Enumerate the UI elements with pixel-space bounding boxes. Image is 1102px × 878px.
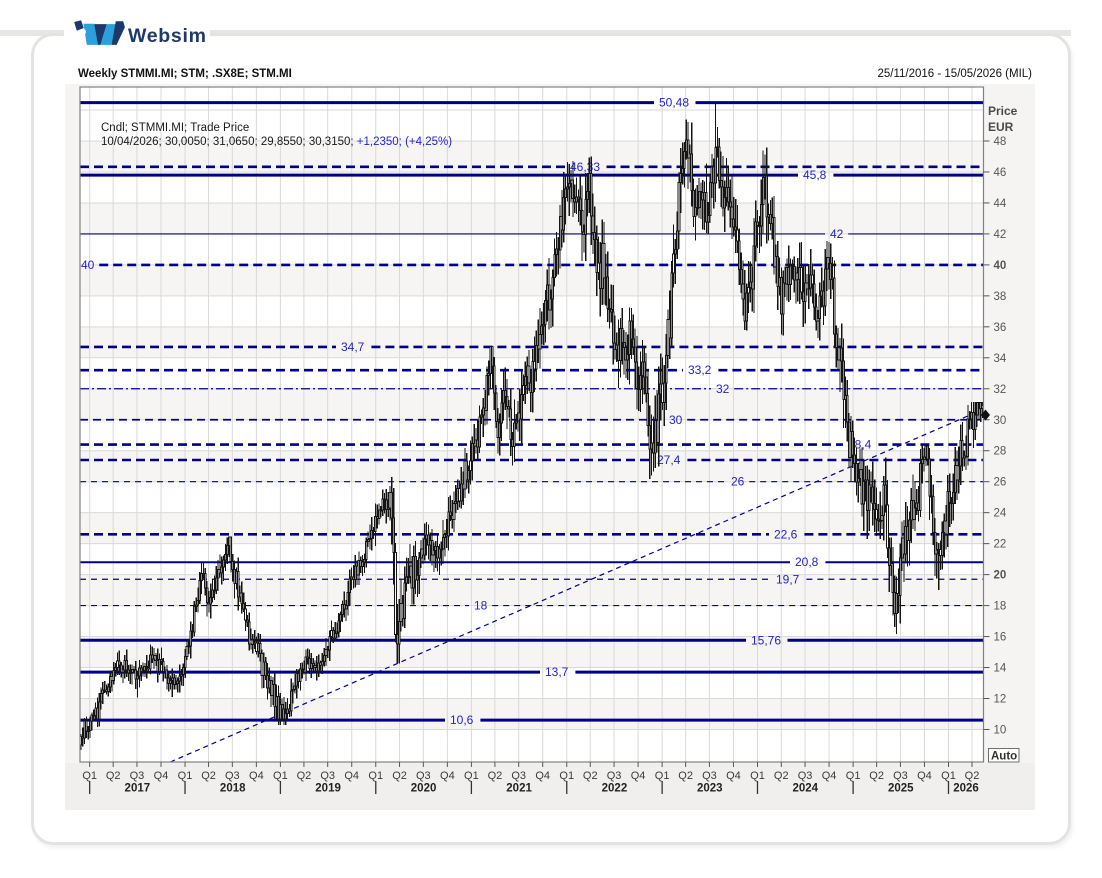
svg-text:28: 28: [994, 446, 1007, 458]
svg-text:Q3: Q3: [130, 770, 145, 782]
svg-text:2018: 2018: [220, 783, 246, 795]
svg-text:Cndl; STMMI.MI; Trade Price: Cndl; STMMI.MI; Trade Price: [101, 122, 249, 134]
svg-text:2024: 2024: [793, 783, 819, 795]
svg-text:26: 26: [994, 477, 1007, 489]
svg-text:42: 42: [994, 229, 1007, 241]
svg-text:Q2: Q2: [583, 770, 598, 782]
svg-text:Q3: Q3: [702, 770, 717, 782]
svg-text:Q3: Q3: [607, 770, 622, 782]
svg-text:40: 40: [81, 258, 95, 272]
svg-text:2023: 2023: [697, 783, 723, 795]
svg-text:Q1: Q1: [273, 770, 288, 782]
svg-text:20,8: 20,8: [795, 555, 819, 569]
svg-text:Auto: Auto: [991, 751, 1017, 763]
svg-text:Q3: Q3: [798, 770, 813, 782]
svg-text:18: 18: [994, 601, 1007, 613]
svg-text:Q3: Q3: [893, 770, 908, 782]
svg-text:Q2: Q2: [774, 770, 789, 782]
svg-text:10/04/2026; 30,0050; 31,0650;: 10/04/2026; 30,0050; 31,0650; 29,8550; 3…: [101, 136, 452, 148]
svg-text:Q2: Q2: [678, 770, 693, 782]
svg-text:Price: Price: [988, 104, 1018, 118]
svg-text:Q4: Q4: [440, 770, 455, 782]
svg-text:2020: 2020: [411, 783, 437, 795]
svg-text:Q4: Q4: [726, 770, 741, 782]
svg-text:Q4: Q4: [344, 770, 359, 782]
svg-text:Q1: Q1: [178, 770, 193, 782]
svg-text:15,76: 15,76: [751, 633, 781, 647]
svg-text:Q1: Q1: [559, 770, 574, 782]
svg-text:30: 30: [994, 415, 1007, 427]
svg-text:34,7: 34,7: [341, 340, 365, 354]
svg-text:10,6: 10,6: [450, 713, 474, 727]
svg-text:44: 44: [994, 198, 1007, 210]
svg-text:36: 36: [994, 322, 1007, 334]
svg-text:Q3: Q3: [225, 770, 240, 782]
svg-text:2022: 2022: [602, 783, 628, 795]
svg-text:32: 32: [994, 384, 1007, 396]
svg-text:22: 22: [994, 539, 1007, 551]
svg-text:Q2: Q2: [392, 770, 407, 782]
svg-text:14: 14: [994, 663, 1007, 675]
svg-text:12: 12: [994, 694, 1007, 706]
svg-text:Q1: Q1: [846, 770, 861, 782]
svg-text:Q2: Q2: [106, 770, 121, 782]
svg-text:Q4: Q4: [822, 770, 837, 782]
svg-text:Q3: Q3: [320, 770, 335, 782]
svg-text:24: 24: [994, 508, 1007, 520]
svg-text:30: 30: [669, 413, 683, 427]
svg-text:Q1: Q1: [941, 770, 956, 782]
svg-text:Q4: Q4: [631, 770, 646, 782]
svg-text:46,33: 46,33: [570, 160, 600, 174]
svg-text:27,4: 27,4: [657, 453, 681, 467]
svg-text:26: 26: [731, 475, 745, 489]
svg-text:Q1: Q1: [368, 770, 383, 782]
svg-text:33,2: 33,2: [688, 363, 712, 377]
svg-text:Q1: Q1: [82, 770, 97, 782]
svg-text:34: 34: [994, 353, 1007, 365]
svg-text:Q4: Q4: [917, 770, 932, 782]
svg-text:Q2: Q2: [297, 770, 312, 782]
svg-text:Q1: Q1: [655, 770, 670, 782]
svg-text:22,6: 22,6: [774, 527, 798, 541]
svg-text:EUR: EUR: [988, 120, 1014, 134]
svg-text:20: 20: [994, 570, 1007, 582]
svg-text:18: 18: [474, 599, 488, 613]
svg-text:Q2: Q2: [869, 770, 884, 782]
svg-text:40: 40: [994, 260, 1007, 272]
svg-text:Q4: Q4: [249, 770, 264, 782]
svg-text:Q1: Q1: [750, 770, 765, 782]
svg-text:46: 46: [994, 167, 1007, 179]
svg-text:Q3: Q3: [511, 770, 526, 782]
svg-text:50,48: 50,48: [659, 96, 689, 110]
svg-text:38: 38: [994, 291, 1007, 303]
svg-text:13,7: 13,7: [545, 665, 569, 679]
svg-text:32: 32: [716, 382, 730, 396]
svg-text:10: 10: [994, 724, 1007, 736]
svg-text:Q3: Q3: [416, 770, 431, 782]
svg-text:45,8: 45,8: [803, 168, 827, 182]
svg-text:2021: 2021: [506, 783, 532, 795]
svg-text:19,7: 19,7: [776, 572, 800, 586]
svg-text:2026: 2026: [953, 783, 979, 795]
svg-text:2025: 2025: [888, 783, 914, 795]
svg-text:2017: 2017: [125, 783, 151, 795]
svg-text:Q4: Q4: [535, 770, 550, 782]
svg-text:2019: 2019: [315, 783, 341, 795]
svg-text:Q2: Q2: [488, 770, 503, 782]
svg-text:16: 16: [994, 632, 1007, 644]
svg-text:Q1: Q1: [464, 770, 479, 782]
svg-text:42: 42: [830, 227, 844, 241]
svg-text:48: 48: [994, 136, 1007, 148]
svg-text:Q2: Q2: [201, 770, 216, 782]
svg-text:Q4: Q4: [154, 770, 169, 782]
svg-text:Q2: Q2: [965, 770, 980, 782]
